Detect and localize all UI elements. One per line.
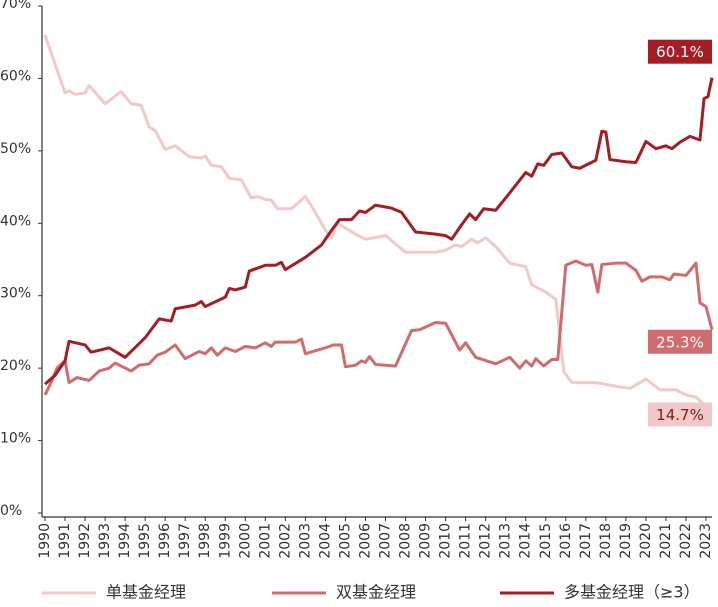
x-tick-label: 2009 [418,523,434,559]
x-tick-label: 2012 [478,523,494,559]
series-line [44,77,714,386]
x-tick-label: 1997 [177,523,193,559]
y-tick-label: 0% [0,503,22,519]
x-tick-label: 1993 [97,523,113,559]
y-tick-label: 40% [0,213,31,229]
value-label-box [648,39,712,64]
y-tick-label: 60% [0,68,31,84]
x-tick-label: 1996 [157,523,173,559]
y-tick-label: 20% [0,358,31,374]
y-tick-label: 70% [0,0,31,12]
x-tick-label: 2013 [498,523,514,559]
x-tick-label: 2008 [398,523,414,559]
x-tick-label: 2014 [518,523,534,559]
x-tick-label: 2006 [357,523,373,559]
y-tick-label: 10% [0,431,31,447]
legend-label: 多基金经理（≥3） [564,583,700,602]
x-tick-label: 2007 [378,523,394,559]
x-tick-label: 2003 [297,523,313,559]
x-tick-label: 1995 [137,523,153,559]
x-tick-label: 2005 [337,523,353,559]
x-tick-label: 2017 [578,523,594,559]
series-line [43,34,708,408]
y-tick-label: 50% [0,141,31,157]
x-tick-label: 2022 [678,523,694,559]
value-label-box [648,329,712,354]
x-tick-label: 2010 [438,523,454,559]
x-tick-label: 2018 [598,523,614,559]
value-label: 60.1% [656,43,704,61]
x-tick-label: 2011 [458,523,474,559]
x-tick-label: 1991 [57,523,73,559]
x-tick-label: 1992 [77,523,93,559]
x-tick-label: 2020 [638,523,654,559]
x-tick-label: 1999 [217,523,233,559]
x-tick-label: 1994 [117,523,133,559]
value-label: 14.7% [656,406,704,424]
x-tick-label: 2015 [538,523,554,559]
x-tick-label: 2001 [257,523,273,559]
x-tick-label: 2004 [317,523,333,559]
value-label: 25.3% [656,333,704,351]
x-tick-label: 2021 [658,523,674,559]
x-tick-label: 2016 [558,523,574,559]
x-tick-label: 2019 [618,523,634,559]
series-line [43,259,714,396]
x-tick-label: 2002 [277,523,293,559]
legend-label: 双基金经理 [336,583,416,602]
y-tick-label: 30% [0,286,31,302]
value-label-box [648,402,712,427]
legend-label: 单基金经理 [106,583,186,602]
x-tick-label: 2000 [237,523,253,559]
x-tick-label: 2023 [698,523,714,559]
x-tick-label: 1990 [37,523,53,559]
x-tick-label: 1998 [197,523,213,559]
